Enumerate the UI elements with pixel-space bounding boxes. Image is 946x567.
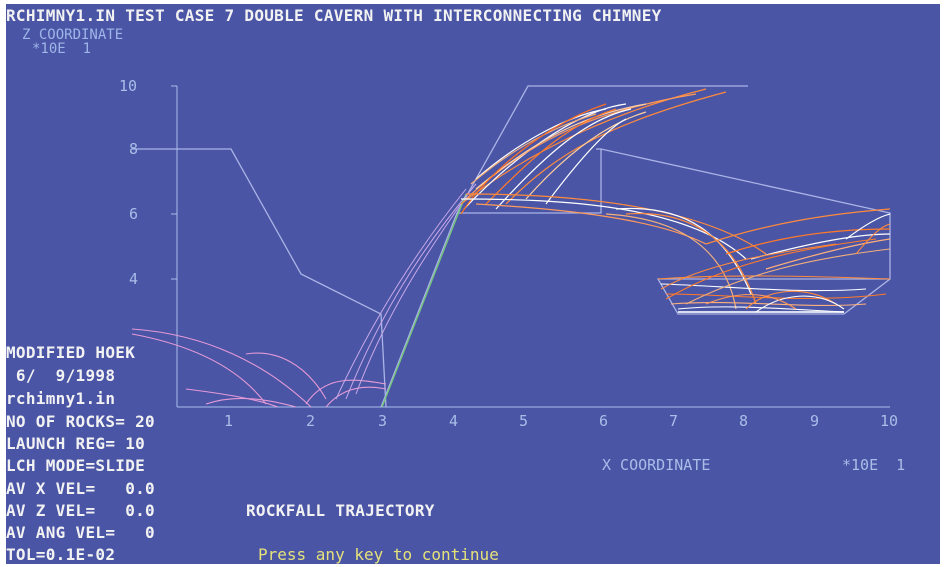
launch-region: LAUNCH REG= 10 [6, 434, 146, 453]
z-tick-label: 4 [129, 270, 139, 288]
x-axis-scale: *10E 1 [842, 456, 906, 474]
x-tick-label: 10 [880, 412, 899, 430]
input-file: rchimny1.in [6, 389, 116, 408]
x-tick-label: 2 [306, 412, 316, 430]
x-tick-label: 7 [669, 412, 679, 430]
z-tick-label: 10 [119, 77, 138, 95]
z-axis-scale: *10E 1 [32, 41, 92, 57]
continue-prompt[interactable]: Press any key to continue [258, 545, 499, 564]
x-tick-label: 1 [224, 412, 234, 430]
left-trajectories [131, 328, 387, 408]
tolerance: TOL=0.1E-02 [6, 545, 116, 564]
x-tick-label: 5 [519, 412, 529, 430]
x-tick-label: 4 [449, 412, 459, 430]
plot-title: ROCKFALL TRAJECTORY [246, 501, 435, 520]
slope-profile [132, 85, 891, 408]
x-tick-label: 8 [739, 412, 749, 430]
z-axis-label: Z COORDINATE [22, 27, 124, 43]
run-date: 6/ 9/1998 [6, 366, 116, 385]
upper-trajectories [460, 88, 727, 215]
avg-z-velocity: AV Z VEL= 0.0 [6, 501, 155, 520]
middle-trajectories [460, 193, 891, 310]
launch-mode: LCH MODE=SLIDE [6, 456, 146, 475]
trajectory-plot [131, 85, 891, 408]
x-axis-label: X COORDINATE [602, 456, 711, 474]
rock-count: NO OF ROCKS= 20 [6, 412, 155, 431]
z-tick-label: 8 [129, 140, 139, 158]
lower-trajectories [657, 213, 891, 313]
z-tick-label: 6 [129, 205, 139, 223]
window-title: RCHIMNY1.IN TEST CASE 7 DOUBLE CAVERN WI… [6, 6, 662, 25]
x-tick-label: 9 [810, 412, 820, 430]
x-tick-label: 3 [378, 412, 388, 430]
chimney-wall [381, 193, 467, 408]
avg-x-velocity: AV X VEL= 0.0 [6, 479, 155, 498]
x-tick-label: 6 [599, 412, 609, 430]
model-name: MODIFIED HOEK [6, 343, 136, 362]
rockfall-screen: RCHIMNY1.IN TEST CASE 7 DOUBLE CAVERN WI… [6, 4, 940, 564]
avg-angular-velocity: AV ANG VEL= 0 [6, 523, 155, 542]
